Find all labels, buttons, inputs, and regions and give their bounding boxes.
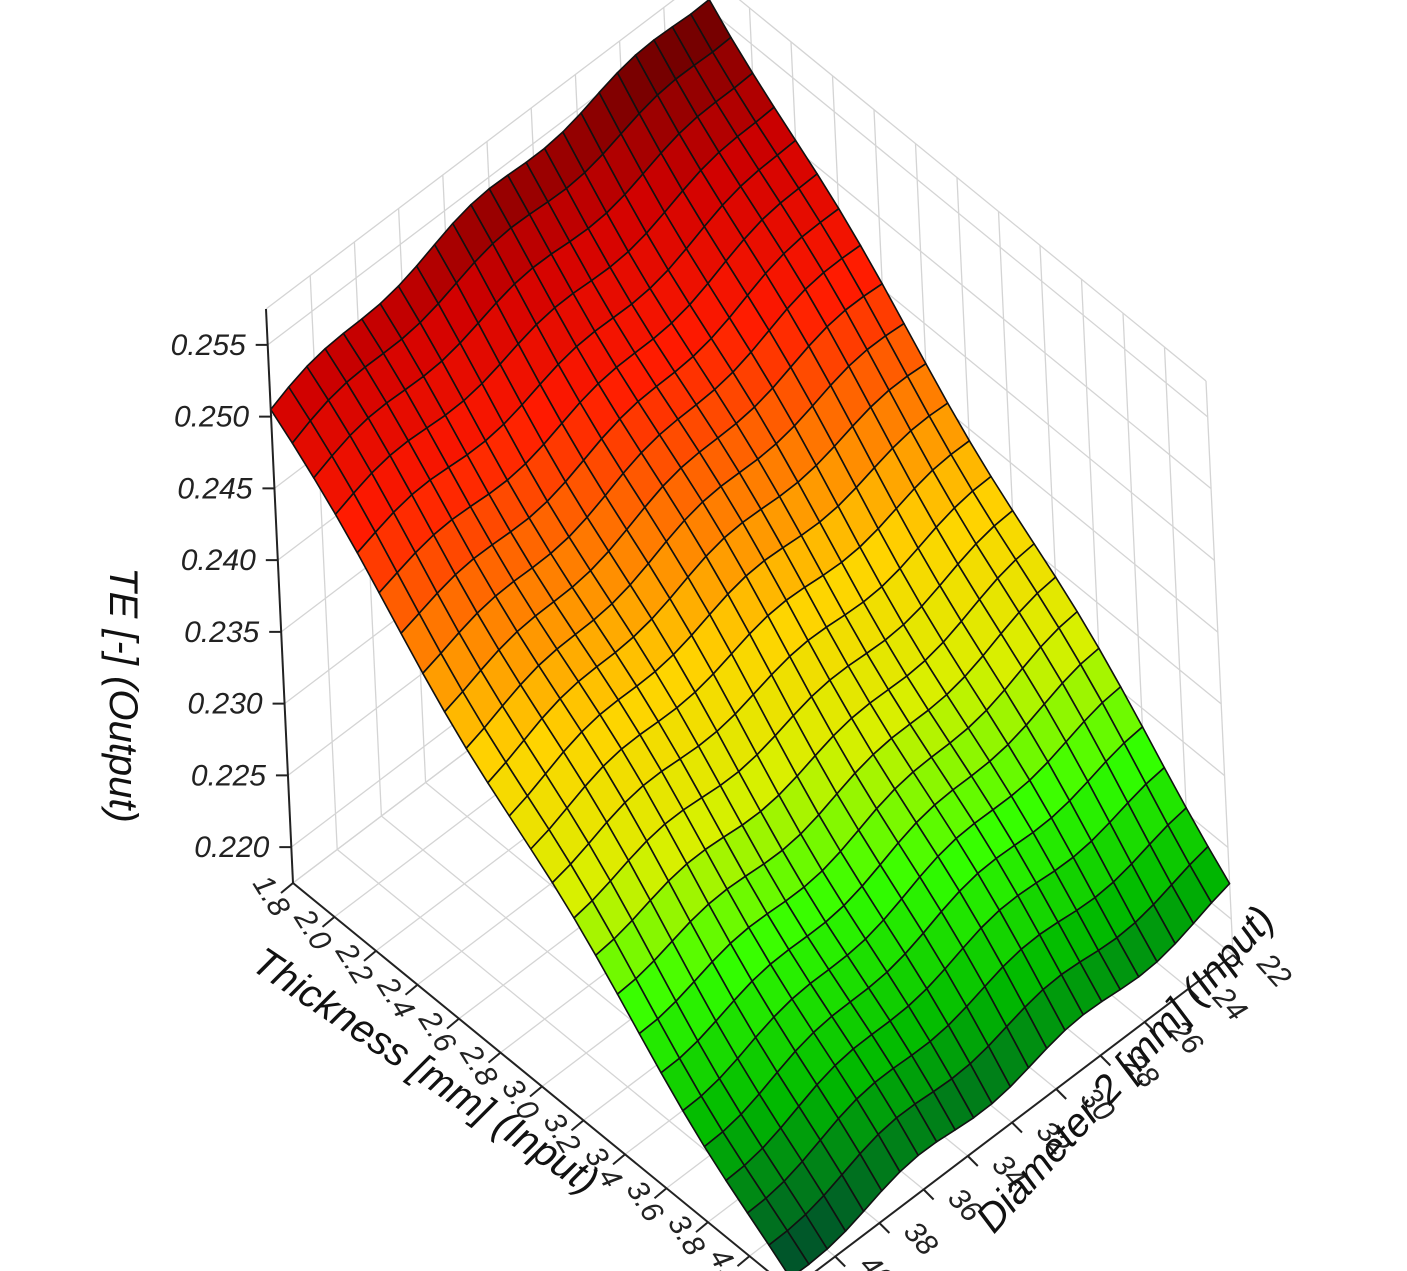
x-tick <box>653 1187 668 1200</box>
y-tick <box>922 1188 935 1201</box>
axes <box>255 308 1244 1271</box>
z-tick-label: 0.235 <box>184 616 259 649</box>
x-tick <box>612 1153 626 1166</box>
x-tick <box>529 1085 543 1098</box>
surface-cell <box>768 1230 810 1271</box>
y-tick <box>1188 987 1200 1000</box>
z-tick-label: 0.230 <box>187 688 262 721</box>
x-tick <box>280 882 294 894</box>
y-tick-label: 38 <box>897 1215 944 1262</box>
response-surface <box>269 0 1231 1271</box>
y-tick <box>1232 954 1244 966</box>
x-tick <box>363 950 377 962</box>
z-tick-label: 0.225 <box>191 759 266 792</box>
x-tick <box>404 983 419 996</box>
x-tick <box>736 1255 751 1267</box>
z-tick-label: 0.255 <box>171 329 246 362</box>
x-tick-label: 1.8 <box>246 870 296 923</box>
grid-line <box>1205 380 1234 956</box>
z-tick-label: 0.245 <box>177 472 252 505</box>
x-tick-label: 3.6 <box>620 1175 670 1228</box>
z-tick-label: 0.220 <box>194 831 269 864</box>
grid-line <box>738 0 1207 382</box>
y-tick <box>1143 1021 1156 1033</box>
x-tick-label: 4.0 <box>703 1243 753 1271</box>
y-tick <box>1099 1054 1112 1067</box>
y-tick <box>1011 1121 1023 1134</box>
y-tick <box>967 1155 979 1167</box>
z-axis-title: TE [-] (Output) <box>101 567 145 823</box>
x-tick <box>446 1017 460 1030</box>
z-tick-label: 0.250 <box>174 401 249 434</box>
x-tick-label: 2.0 <box>287 903 338 957</box>
z-tick-label: 0.240 <box>181 544 256 577</box>
x-tick <box>321 916 336 928</box>
x-tick-label: 2.2 <box>328 936 379 990</box>
grid-line <box>265 0 675 310</box>
x-tick <box>570 1119 585 1132</box>
y-tick <box>878 1222 891 1234</box>
x-tick <box>695 1221 709 1233</box>
x-tick <box>487 1051 502 1064</box>
y-tick <box>834 1255 846 1268</box>
grid-line <box>709 9 1209 418</box>
x-tick-label: 3.8 <box>661 1209 711 1262</box>
y-tick <box>1055 1088 1067 1100</box>
z-axis-line <box>265 308 294 884</box>
y-tick-label: 40 <box>853 1249 900 1271</box>
